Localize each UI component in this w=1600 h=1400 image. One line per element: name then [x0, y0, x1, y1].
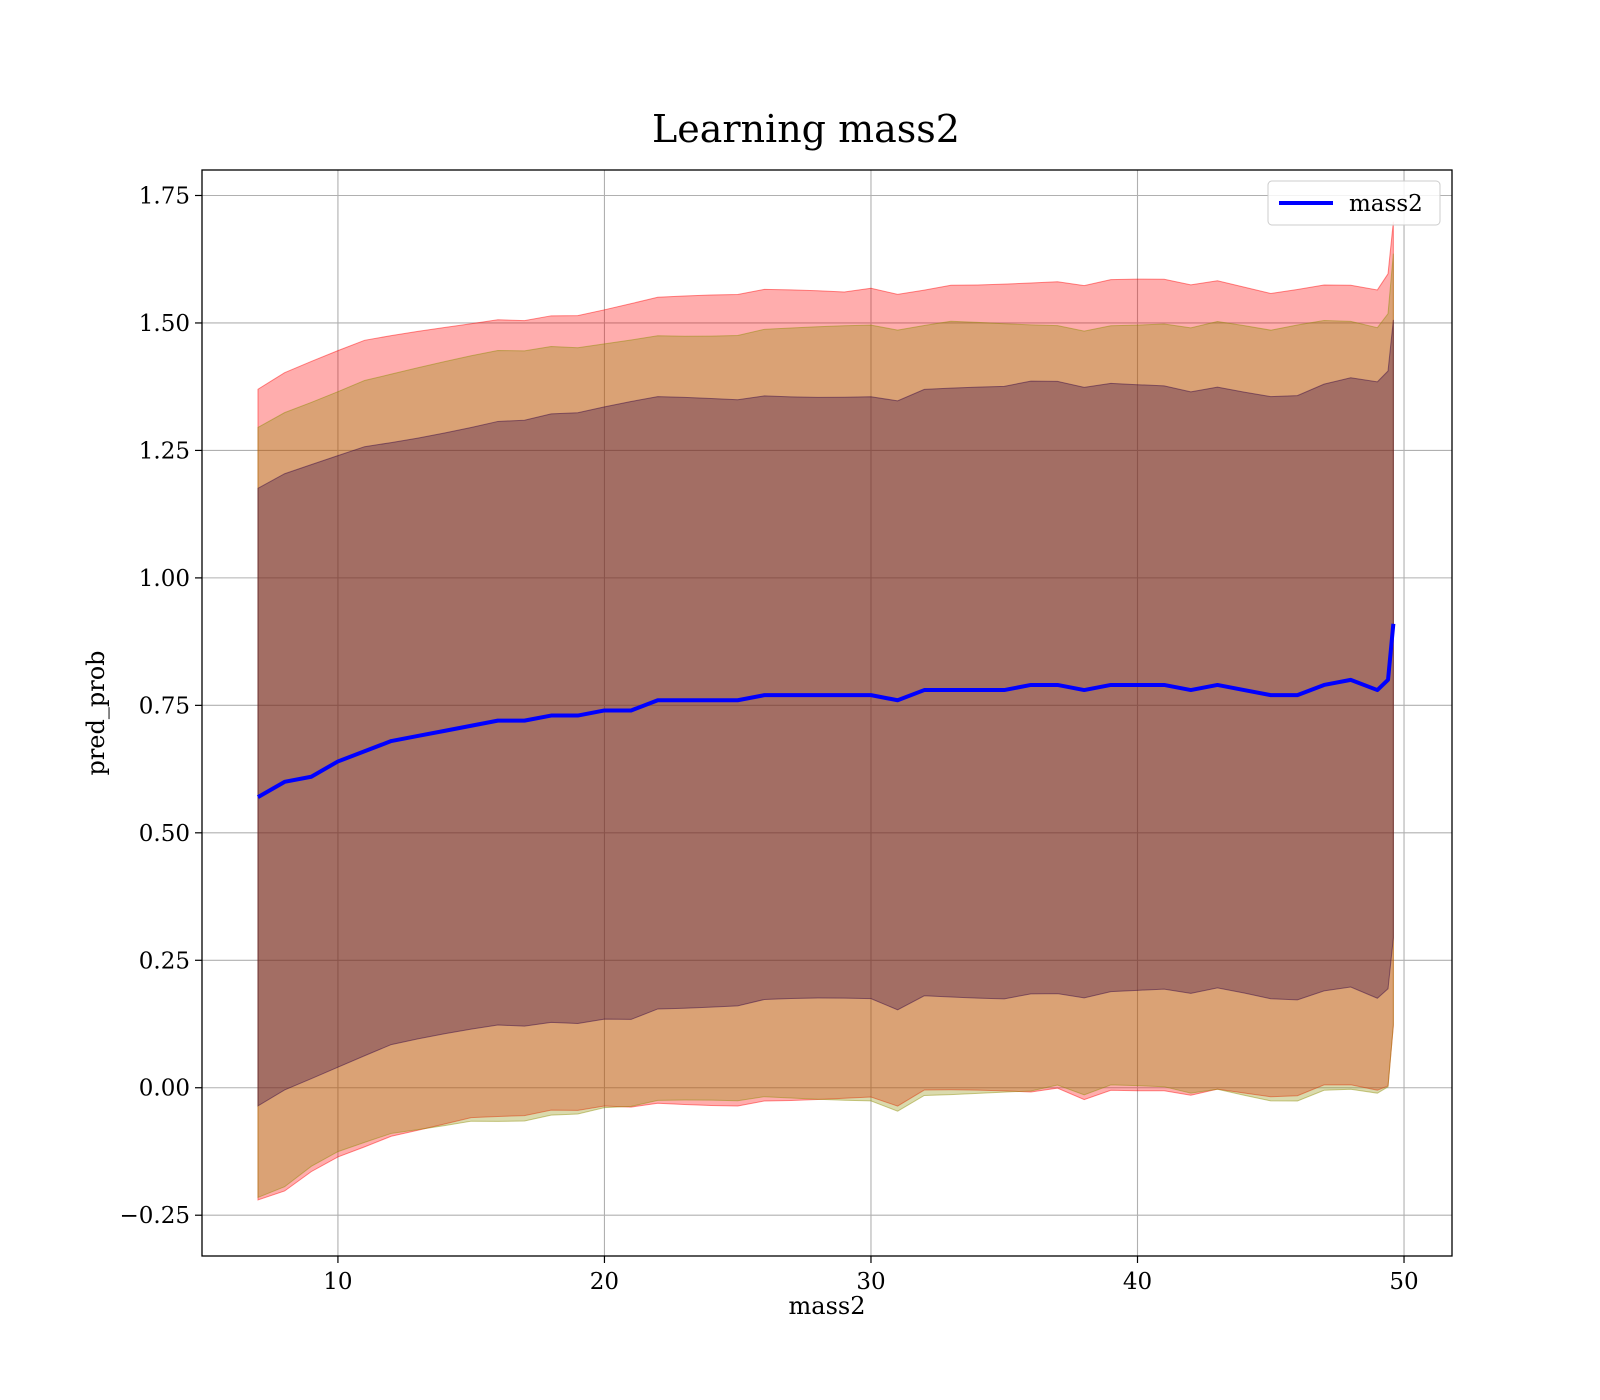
plot-frame — [201, 169, 1453, 1257]
y-tick-label: 1.50 — [139, 311, 190, 337]
y-tick-label: 1.75 — [139, 183, 190, 209]
x-tick-label: 50 — [1389, 1269, 1418, 1295]
grid — [202, 170, 1452, 1256]
confidence-band-1 — [257, 221, 1394, 1201]
x-axis: 10 20 30 40 50 — [323, 1256, 1419, 1295]
y-tick-label: 1.00 — [139, 566, 190, 592]
bands — [257, 221, 1394, 1201]
y-axis-label: pred_prob — [82, 650, 110, 775]
x-axis-label: mass2 — [789, 1292, 866, 1320]
y-tick-label: 1.25 — [139, 438, 190, 464]
y-tick-label: 0.00 — [139, 1076, 190, 1102]
legend-box — [1267, 180, 1441, 226]
x-tick-label: 10 — [323, 1269, 352, 1295]
legend-label: mass2 — [1349, 191, 1423, 217]
series-line-mass2 — [256, 623, 1396, 799]
series-lines — [256, 623, 1396, 799]
confidence-band-3 — [257, 319, 1394, 1107]
x-tick-label: 40 — [1123, 1269, 1152, 1295]
y-tick-label: 0.50 — [139, 821, 190, 847]
y-axis: −0.25 0.00 0.25 0.50 0.75 1.00 1.25 1.50 1.75 — [120, 183, 202, 1229]
legend: mass2 — [1267, 180, 1441, 226]
confidence-band-2 — [257, 253, 1394, 1199]
y-tick-label: 0.75 — [139, 693, 190, 719]
x-tick-label: 20 — [590, 1269, 619, 1295]
y-tick-label: −0.25 — [120, 1203, 190, 1229]
chart-title: Learning mass2 — [652, 107, 960, 151]
y-tick-label: 0.25 — [139, 948, 190, 974]
x-tick-label: 30 — [856, 1269, 885, 1295]
